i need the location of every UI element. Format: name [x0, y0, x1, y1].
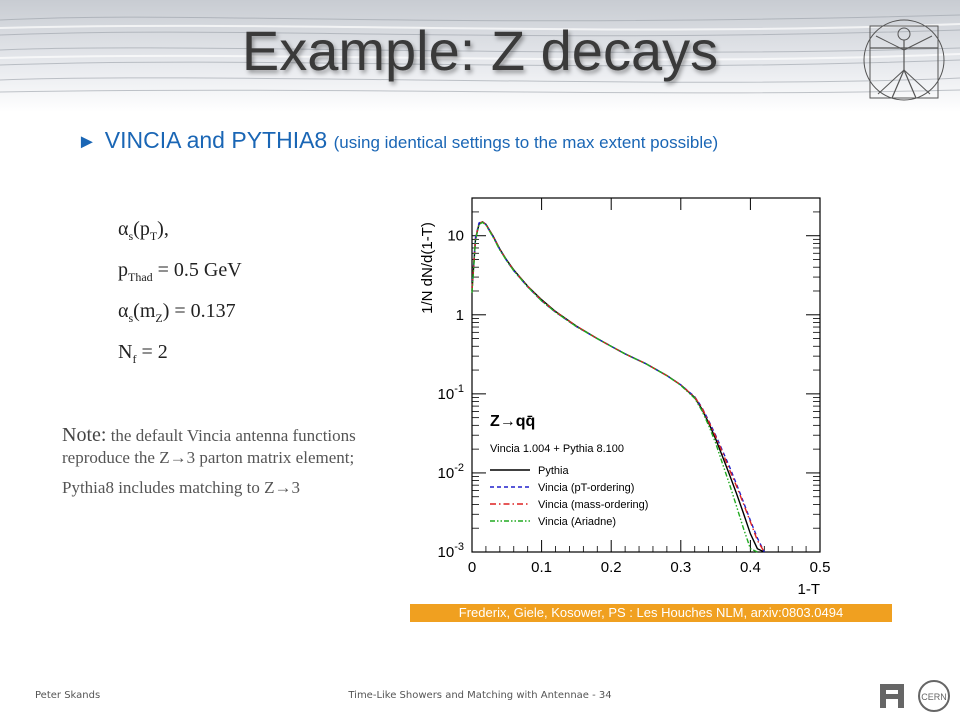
reference-box: Frederix, Giele, Kosower, PS : Les Houch…: [410, 604, 892, 622]
series-layer: [471, 220, 765, 553]
vitruvian-man-icon: [863, 19, 945, 101]
thrust-chart: 0 0.1 0.2 0.3 0.4 0.5 10 1 10-1 10-2 10-3 1/N dN/d…: [410, 190, 850, 600]
param-nf: Nf = 2: [118, 341, 168, 366]
x-tick-label: 0.2: [601, 559, 622, 576]
y-tick-label: 10-2: [438, 462, 464, 482]
legend: Z→qq̄ Vincia 1.004 + Pythia 8.100 Pythia Vi…: [490, 413, 648, 528]
footer-author: Peter Skands: [35, 690, 101, 701]
legend-entry-label: Vincia (mass-ordering): [538, 499, 648, 511]
note-paragraph: Note: the default Vincia antenna functio…: [62, 424, 356, 467]
legend-entry-label: Vincia (Ariadne): [538, 516, 616, 528]
arrow-icon: →: [169, 448, 187, 467]
x-axis-label: 1-T: [798, 581, 821, 598]
legend-header: Z→qq̄: [490, 413, 535, 430]
y-tick-exponent: -3: [454, 541, 464, 553]
note-block: Note: the default Vincia antenna functio…: [62, 424, 362, 507]
plot-frame: [471, 197, 821, 553]
x-tick-label: 0.3: [670, 559, 691, 576]
x-tick-label: 0.5: [810, 559, 831, 576]
header-texture: [0, 0, 960, 112]
bullet-marker-icon: ►: [77, 131, 97, 153]
y-tick-label: 10: [447, 228, 464, 245]
y-tick-label: 1: [456, 307, 464, 324]
note-paragraph-2: Pythia8 includes matching to Z→3: [62, 478, 300, 497]
bullet-sub-text: (using identical settings to the max ext…: [333, 133, 719, 152]
bullet-main-text: VINCIA and PYTHIA8: [104, 127, 334, 153]
legend-entry-label: Pythia: [538, 465, 569, 477]
x-tick-label: 0.1: [531, 559, 552, 576]
svg-text:CERN: CERN: [921, 692, 947, 702]
series-line-3: [471, 221, 758, 553]
slide-title: Example: Z decays: [241, 19, 719, 82]
legend-entry-label: Vincia (pT-ordering): [538, 482, 634, 494]
bullet-line: ► VINCIA and PYTHIA8 (using identical set…: [77, 127, 937, 154]
arrow-icon: →: [274, 478, 292, 497]
y-tick-exponent: -1: [454, 383, 464, 395]
param-alpha-s-mz: αs(mZ) = 0.137: [118, 300, 236, 325]
footer-talk-title: Time-Like Showers and Matching with Ante…: [348, 690, 612, 701]
param-pthad: pThad = 0.5 GeV: [118, 259, 242, 284]
y-tick-label: 10-1: [438, 383, 464, 403]
y-tick-label: 10-3: [438, 541, 464, 561]
param-alpha-s-pt: αs(pT),: [118, 218, 169, 243]
note-heading: Note:: [62, 424, 107, 446]
parameter-list: αs(pT), pThad = 0.5 GeV αs(mZ) = 0.137 N…: [118, 218, 242, 382]
x-tick-label: 0.4: [740, 559, 761, 576]
x-tick-label: 0: [468, 559, 476, 576]
y-tick-exponent: -2: [454, 462, 464, 474]
legend-subheader: Vincia 1.004 + Pythia 8.100: [490, 443, 624, 455]
axis-ticks: 0 0.1 0.2 0.3 0.4 0.5 10 1 10-1 10-2 10-3: [438, 197, 831, 576]
fermilab-cern-logo-icon: CERN: [880, 680, 950, 712]
header-band: Example: Z decays: [0, 0, 960, 112]
y-axis-label: 1/N dN/d(1-T): [419, 222, 436, 314]
thrust-chart-svg: 0 0.1 0.2 0.3 0.4 0.5 10 1 10-1 10-2 10-3 1/N dN/d…: [419, 197, 831, 598]
